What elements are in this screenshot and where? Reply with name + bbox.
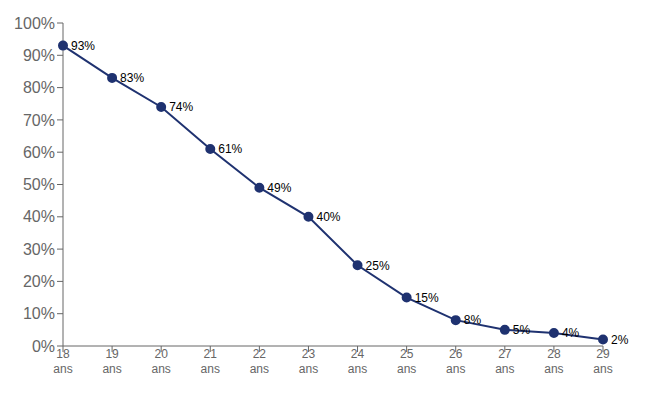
svg-text:49%: 49%	[267, 181, 291, 195]
svg-text:22ans: 22ans	[250, 347, 269, 376]
svg-text:28ans: 28ans	[544, 347, 563, 376]
svg-text:21ans: 21ans	[201, 347, 220, 376]
svg-text:90%: 90%	[23, 47, 55, 64]
svg-text:5%: 5%	[513, 323, 531, 337]
svg-text:40%: 40%	[23, 208, 55, 225]
svg-text:74%: 74%	[169, 100, 193, 114]
svg-text:70%: 70%	[23, 112, 55, 129]
svg-text:10%: 10%	[23, 305, 55, 322]
svg-text:18ans: 18ans	[53, 347, 72, 376]
svg-text:26ans: 26ans	[446, 347, 465, 376]
svg-text:25ans: 25ans	[397, 347, 416, 376]
svg-text:61%: 61%	[218, 142, 242, 156]
svg-text:40%: 40%	[316, 210, 340, 224]
svg-text:0%: 0%	[32, 338, 55, 355]
svg-text:25%: 25%	[366, 259, 390, 273]
svg-text:93%: 93%	[71, 39, 95, 53]
svg-text:20%: 20%	[23, 273, 55, 290]
svg-text:19ans: 19ans	[102, 347, 121, 376]
svg-text:20ans: 20ans	[152, 347, 171, 376]
svg-text:2%: 2%	[611, 333, 629, 347]
svg-text:23ans: 23ans	[299, 347, 318, 376]
svg-text:100%: 100%	[14, 15, 55, 32]
svg-text:27ans: 27ans	[495, 347, 514, 376]
svg-text:8%: 8%	[464, 313, 482, 327]
svg-text:80%: 80%	[23, 79, 55, 96]
svg-text:4%: 4%	[562, 326, 580, 340]
svg-text:24ans: 24ans	[348, 347, 367, 376]
svg-text:50%: 50%	[23, 176, 55, 193]
svg-text:83%: 83%	[120, 71, 144, 85]
svg-text:29ans: 29ans	[593, 347, 612, 376]
svg-text:60%: 60%	[23, 144, 55, 161]
svg-text:30%: 30%	[23, 241, 55, 258]
svg-text:15%: 15%	[415, 291, 439, 305]
